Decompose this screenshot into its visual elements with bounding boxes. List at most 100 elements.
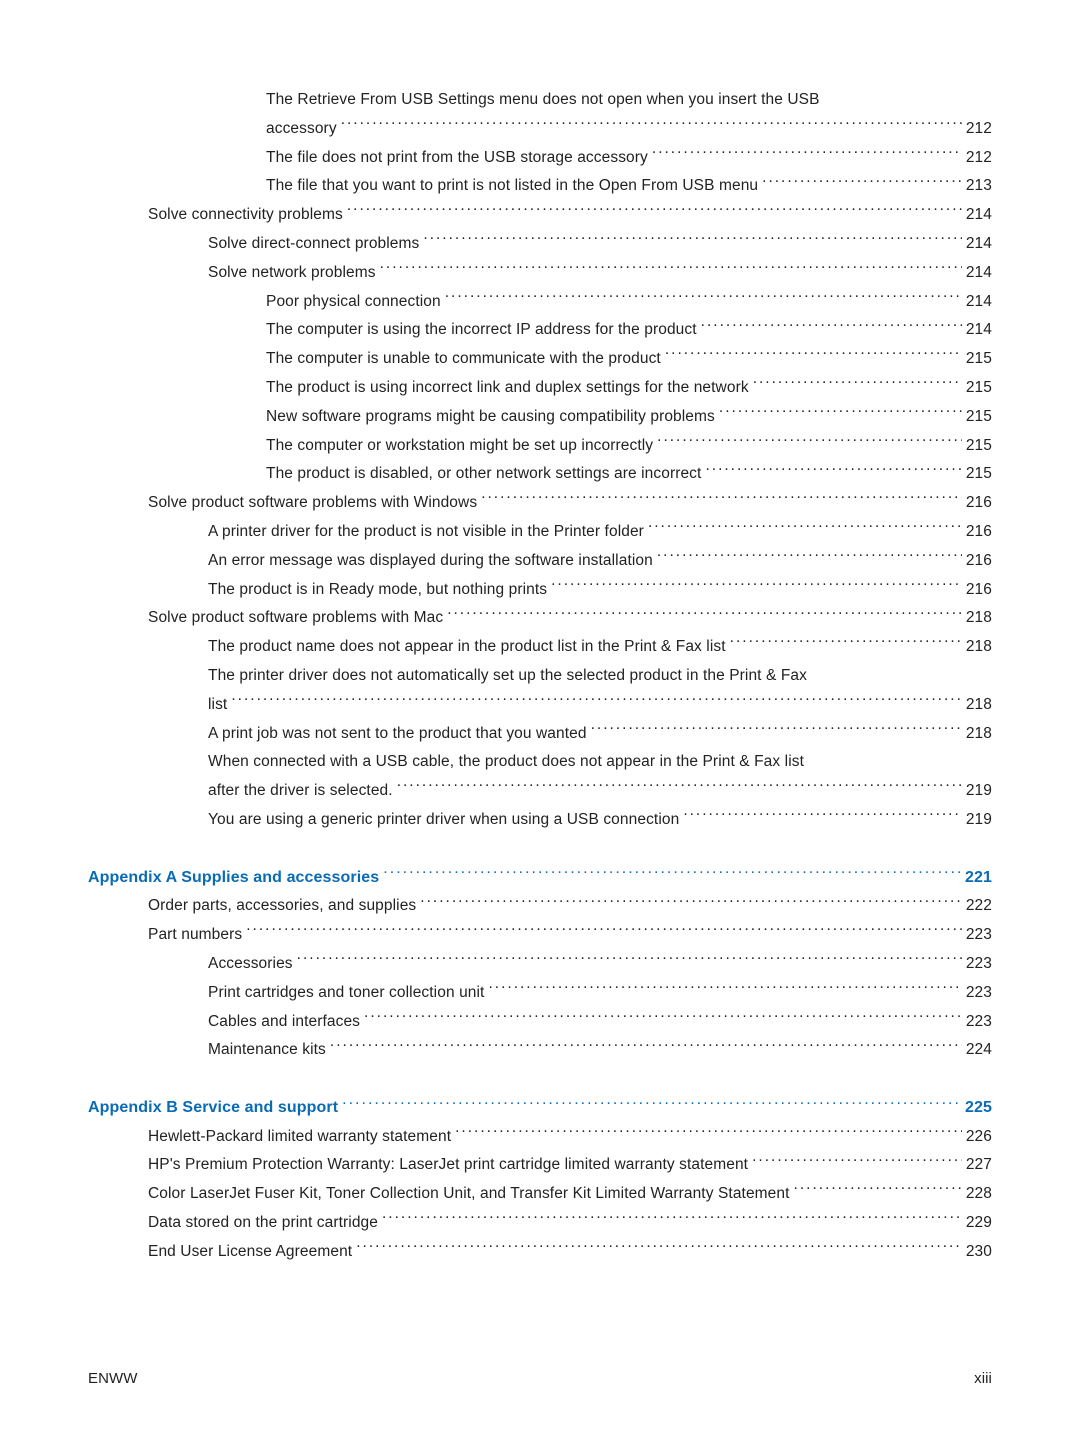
- toc-entry: Poor physical connection214: [88, 290, 992, 315]
- toc-page: 214: [966, 318, 992, 343]
- toc-entry: End User License Agreement230: [88, 1240, 992, 1265]
- toc-label: Cables and interfaces: [208, 1010, 360, 1035]
- leader-dots: [383, 866, 961, 882]
- toc-label: The computer is unable to communicate wi…: [266, 347, 661, 372]
- leader-dots: [488, 981, 961, 997]
- leader-dots: [752, 1154, 962, 1170]
- toc-page: 215: [966, 462, 992, 487]
- toc-label: Solve connectivity problems: [148, 203, 343, 228]
- leader-dots: [297, 952, 962, 968]
- leader-dots: [657, 549, 962, 565]
- toc-label: Solve direct-connect problems: [208, 232, 419, 257]
- leader-dots: [330, 1039, 962, 1055]
- toc-entry: The file does not print from the USB sto…: [88, 146, 992, 171]
- leader-dots: [753, 376, 962, 392]
- toc-entry: You are using a generic printer driver w…: [88, 808, 992, 833]
- leader-dots: [423, 232, 961, 248]
- toc-label: Solve product software problems with Mac: [148, 606, 443, 631]
- toc-label: An error message was displayed during th…: [208, 549, 653, 574]
- toc-label: Color LaserJet Fuser Kit, Toner Collecti…: [148, 1182, 790, 1207]
- toc-label: The file that you want to print is not l…: [266, 174, 758, 199]
- leader-dots: [762, 175, 962, 191]
- toc-entry: Solve network problems214: [88, 261, 992, 286]
- toc-entry: New software programs might be causing c…: [88, 405, 992, 430]
- toc-page: 223: [966, 952, 992, 977]
- toc-entry: Solve product software problems with Mac…: [88, 606, 992, 631]
- leader-dots: [246, 924, 962, 940]
- toc-page: 212: [966, 146, 992, 171]
- toc-page: 218: [966, 722, 992, 747]
- toc-label: Print cartridges and toner collection un…: [208, 981, 484, 1006]
- leader-dots: [591, 722, 962, 738]
- leader-dots: [380, 261, 962, 277]
- toc-entry: The computer is unable to communicate wi…: [88, 347, 992, 372]
- toc-label: Part numbers: [148, 923, 242, 948]
- toc-page: 214: [966, 232, 992, 257]
- leader-dots: [551, 578, 962, 594]
- toc-page: 215: [966, 405, 992, 430]
- toc-page: 213: [966, 174, 992, 199]
- toc-entry: The printer driver does not automaticall…: [88, 664, 992, 718]
- toc-page: 214: [966, 290, 992, 315]
- toc-label: HP's Premium Protection Warranty: LaserJ…: [148, 1153, 748, 1178]
- toc-page: 226: [966, 1125, 992, 1150]
- toc-label: The file does not print from the USB sto…: [266, 146, 648, 171]
- toc-entry: When connected with a USB cable, the pro…: [88, 750, 992, 804]
- toc-page: 215: [966, 376, 992, 401]
- toc-label: A printer driver for the product is not …: [208, 520, 644, 545]
- toc-entry: Color LaserJet Fuser Kit, Toner Collecti…: [88, 1182, 992, 1207]
- toc-label: Order parts, accessories, and supplies: [148, 894, 416, 919]
- leader-dots: [445, 290, 962, 306]
- toc-page: 214: [966, 203, 992, 228]
- footer-right: xiii: [974, 1370, 992, 1387]
- toc-page: 228: [966, 1182, 992, 1207]
- toc-label: Solve network problems: [208, 261, 376, 286]
- toc-entry: The product is using incorrect link and …: [88, 376, 992, 401]
- leader-dots: [447, 607, 962, 623]
- toc-page: 219: [966, 808, 992, 833]
- leader-dots: [705, 463, 961, 479]
- toc-label: The product is using incorrect link and …: [266, 376, 749, 401]
- leader-dots: [665, 348, 962, 364]
- toc-entry: A print job was not sent to the product …: [88, 722, 992, 747]
- toc-entry: The product is disabled, or other networ…: [88, 462, 992, 487]
- leader-dots: [382, 1212, 962, 1228]
- toc-entry: The product is in Ready mode, but nothin…: [88, 578, 992, 603]
- toc-page: 215: [966, 434, 992, 459]
- toc-label: after the driver is selected.: [208, 779, 393, 804]
- toc-entry: Data stored on the print cartridge 229: [88, 1211, 992, 1236]
- toc-entry: HP's Premium Protection Warranty: LaserJ…: [88, 1153, 992, 1178]
- leader-dots: [397, 780, 962, 796]
- toc-entry: Hewlett-Packard limited warranty stateme…: [88, 1125, 992, 1150]
- appendix-a-heading: Appendix A Supplies and accessories 221: [88, 865, 992, 891]
- footer-left: ENWW: [88, 1370, 138, 1387]
- leader-dots: [652, 146, 962, 162]
- toc-entry: Solve connectivity problems 214: [88, 203, 992, 228]
- leader-dots: [657, 434, 962, 450]
- toc-label: The product is disabled, or other networ…: [266, 462, 701, 487]
- toc-page: 218: [966, 693, 992, 718]
- toc-label: Data stored on the print cartridge: [148, 1211, 378, 1236]
- toc-entry: An error message was displayed during th…: [88, 549, 992, 574]
- leader-dots: [342, 1096, 961, 1112]
- toc-entry: The computer is using the incorrect IP a…: [88, 318, 992, 343]
- toc-page: 212: [966, 117, 992, 142]
- appendix-b-label: Appendix B Service and support: [88, 1095, 338, 1121]
- toc-entry: The computer or workstation might be set…: [88, 434, 992, 459]
- toc-label: accessory: [266, 117, 337, 142]
- toc-page: 218: [966, 606, 992, 631]
- toc-label: End User License Agreement: [148, 1240, 352, 1265]
- toc-page: 216: [966, 578, 992, 603]
- toc-label: You are using a generic printer driver w…: [208, 808, 679, 833]
- toc-entry: Solve product software problems with Win…: [88, 491, 992, 516]
- toc-page: 216: [966, 549, 992, 574]
- toc-entry: Part numbers223: [88, 923, 992, 948]
- toc-entry: The Retrieve From USB Settings menu does…: [88, 88, 992, 142]
- toc-label: When connected with a USB cable, the pro…: [208, 750, 804, 775]
- toc-label: Accessories: [208, 952, 293, 977]
- toc-page: 224: [966, 1038, 992, 1063]
- leader-dots: [701, 319, 962, 335]
- toc-page: 229: [966, 1211, 992, 1236]
- toc-entry: Accessories 223: [88, 952, 992, 977]
- toc-page: 223: [966, 981, 992, 1006]
